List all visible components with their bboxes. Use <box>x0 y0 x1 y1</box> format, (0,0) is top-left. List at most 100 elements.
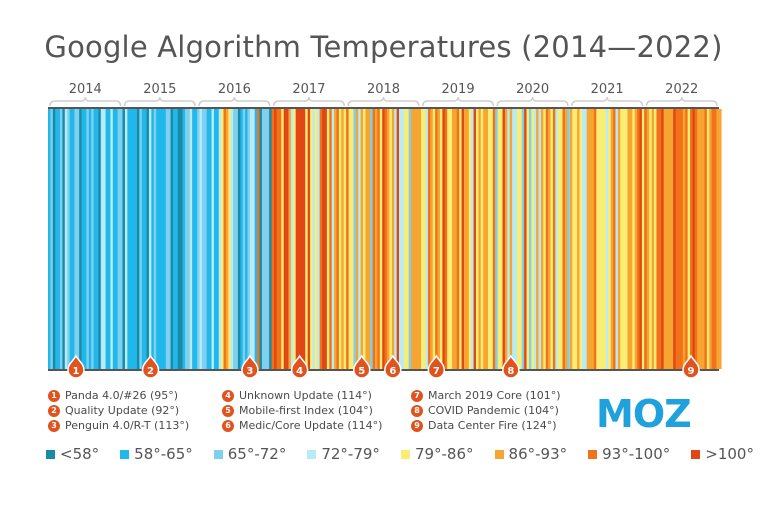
year-bracket <box>571 96 644 107</box>
event-legend-item: 6 Medic/Core Update (114°) <box>222 418 382 433</box>
event-label: COVID Pandemic (104°) <box>428 404 559 417</box>
legend-swatch <box>307 449 317 459</box>
temperature-stripe <box>341 109 344 369</box>
temperature-stripe <box>509 109 513 369</box>
temperature-stripe <box>235 109 239 369</box>
temperature-stripe <box>706 109 710 369</box>
temperature-stripe <box>399 109 402 369</box>
temperature-stripe <box>557 109 561 369</box>
temperature-stripe <box>646 109 650 369</box>
temperature-stripe <box>490 109 494 369</box>
temperature-stripe <box>363 109 366 369</box>
legend-label: 93°-100° <box>602 445 671 463</box>
event-label: Panda 4.0/#26 (95°) <box>65 389 179 402</box>
event-legend-column-2: 4 Unknown Update (114°) 5 Mobile-first Inde… <box>222 388 382 433</box>
temperature-stripe <box>240 109 244 369</box>
year-bracket <box>123 96 196 107</box>
temperature-stripe <box>613 109 616 369</box>
temperature-stripe <box>283 109 287 369</box>
event-number-badge: 3 <box>48 419 60 432</box>
temperature-stripe <box>96 109 99 369</box>
temperature-stripe <box>432 109 436 369</box>
event-number-badge: 9 <box>411 419 423 432</box>
temperature-stripe <box>543 109 547 369</box>
temperature-stripe <box>278 109 282 369</box>
temperature-stripe <box>223 109 227 369</box>
legend-swatch <box>213 449 223 459</box>
temperature-stripe <box>269 109 272 369</box>
event-marker-6: 6 <box>384 354 402 379</box>
temperature-stripe <box>295 109 299 369</box>
temperature-stripe <box>656 109 660 369</box>
event-label: Data Center Fire (124°) <box>428 419 557 432</box>
temperature-stripe <box>492 109 496 369</box>
temperature-stripe <box>192 109 195 369</box>
temperature-stripe <box>62 109 66 369</box>
temperature-stripe <box>670 109 674 369</box>
temperature-stripe <box>300 109 304 369</box>
temperature-legend-item: >100° <box>691 445 754 463</box>
temperature-stripe <box>213 109 217 369</box>
temperature-stripe <box>538 109 542 369</box>
event-marker-number: 2 <box>147 366 154 377</box>
temperature-stripe <box>86 109 90 369</box>
temperature-stripe <box>127 109 131 369</box>
temperature-stripe <box>326 109 330 369</box>
temperature-stripe <box>447 109 450 369</box>
temperature-stripe <box>93 109 97 369</box>
event-markers: 1 2 3 4 5 6 7 8 9 <box>67 354 700 379</box>
temperature-stripe <box>605 109 609 369</box>
temperature-stripes <box>48 107 722 371</box>
temperature-legend-item: <58° <box>46 445 99 463</box>
event-number-badge: 1 <box>48 389 60 402</box>
temperature-stripe <box>680 109 684 369</box>
temperature-stripe <box>151 109 155 369</box>
temperature-stripe <box>569 109 573 369</box>
temperature-stripe <box>589 109 592 369</box>
temperature-stripe <box>478 109 482 369</box>
temperature-stripe <box>271 109 275 369</box>
temperature-stripe <box>483 109 486 369</box>
temperature-stripe <box>675 109 679 369</box>
temperature-stripe <box>666 109 669 369</box>
temperature-stripe <box>418 109 421 369</box>
temperature-stripe <box>475 109 479 369</box>
year-bracket <box>198 96 271 107</box>
temperature-stripe <box>401 109 405 369</box>
temperature-stripe <box>153 109 157 369</box>
temperature-legend-item: 79°-86° <box>400 445 474 463</box>
temperature-stripe <box>516 109 520 369</box>
temperature-stripe <box>442 109 446 369</box>
temperature-stripe <box>293 109 296 369</box>
temperature-stripe <box>668 109 672 369</box>
temperature-stripe <box>254 109 258 369</box>
temperature-stripe <box>115 109 118 369</box>
event-label: Unknown Update (114°) <box>239 389 372 402</box>
temperature-stripe <box>141 109 145 369</box>
temperature-stripe <box>216 109 220 369</box>
event-marker-number: 8 <box>507 366 514 377</box>
event-label: Quality Update (92°) <box>65 404 180 417</box>
temperature-stripe <box>714 109 717 369</box>
temperature-stripe <box>172 109 176 369</box>
temperature-stripe <box>562 109 566 369</box>
temperature-stripe <box>406 109 409 369</box>
temperature-stripe <box>281 109 284 369</box>
year-bracket <box>49 96 122 107</box>
legend-swatch <box>691 449 701 459</box>
temperature-stripe <box>577 109 580 369</box>
temperature-stripe <box>146 109 150 369</box>
legend-label: 72°-79° <box>321 445 380 463</box>
year-label: 2016 <box>218 82 251 97</box>
temperature-stripe <box>67 109 70 369</box>
year-label: 2017 <box>292 82 325 97</box>
year-label: 2014 <box>69 82 102 97</box>
temperature-stripe <box>331 109 335 369</box>
temperature-stripe <box>358 109 361 369</box>
legend-label: 79°-86° <box>414 445 474 463</box>
bottom-border <box>48 369 719 371</box>
temperature-stripe <box>690 109 693 369</box>
temperature-stripe <box>50 109 54 369</box>
legend-label: 65°-72° <box>227 445 287 463</box>
temperature-stripe <box>122 109 126 369</box>
